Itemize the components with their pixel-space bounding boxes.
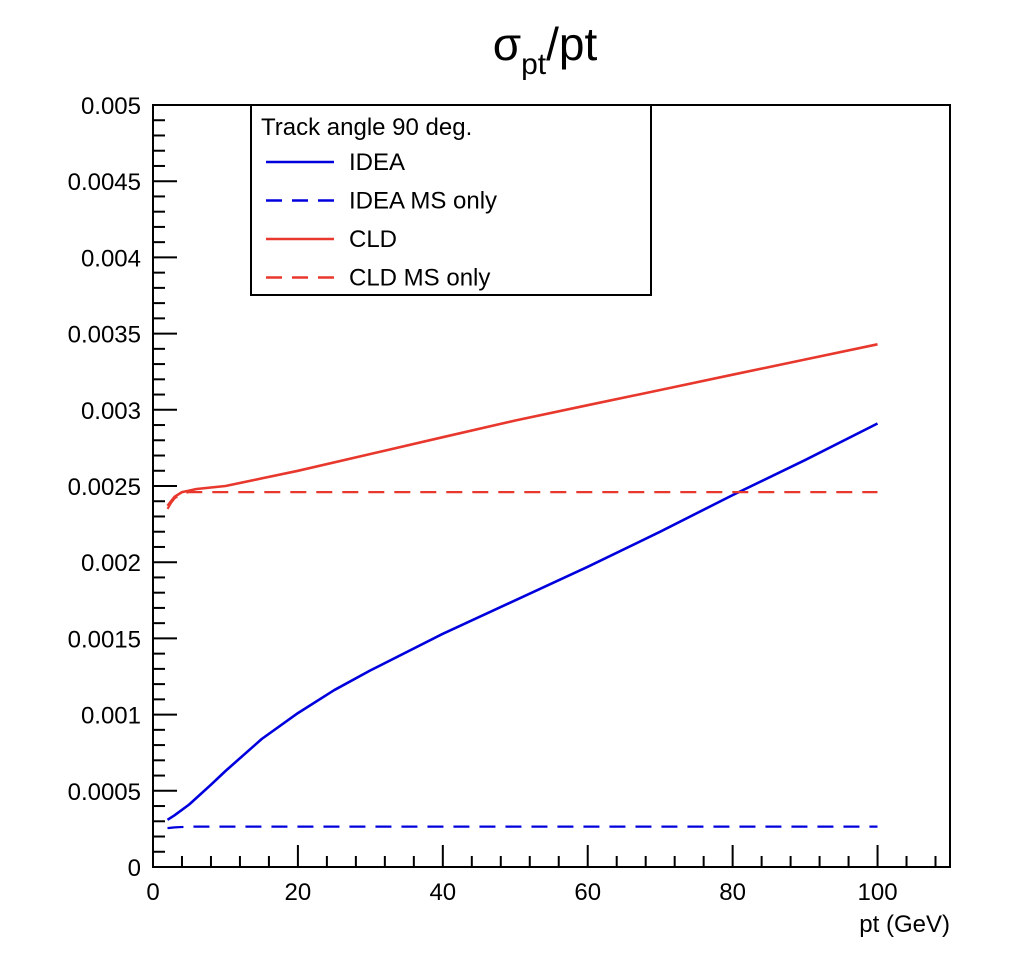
chart-title: σpt/pt bbox=[493, 18, 598, 81]
axis-ticks bbox=[152, 104, 937, 868]
series-layer bbox=[166, 343, 879, 830]
legend-label-cld: CLD bbox=[349, 226, 397, 253]
y-tick-label: 0.0035 bbox=[68, 322, 141, 349]
x-tick-label: 100 bbox=[858, 879, 898, 906]
legend-box bbox=[250, 104, 652, 296]
legend-label-cld-ms-only: CLD MS only bbox=[349, 265, 490, 292]
y-tick-label: 0.001 bbox=[81, 703, 141, 730]
y-tick-label: 0.0025 bbox=[68, 474, 141, 501]
y-tick-label: 0.005 bbox=[81, 93, 141, 120]
y-tick-label: 0.003 bbox=[81, 398, 141, 425]
series-line-idea-ms-only bbox=[167, 825, 878, 830]
y-tick-label: 0.002 bbox=[81, 550, 141, 577]
x-tick-label: 0 bbox=[146, 879, 159, 906]
y-tick-labels: 0 0.0005 0.001 0.0015 0.002 0.0025 0.003 0.0035… bbox=[68, 93, 141, 882]
x-tick-label: 20 bbox=[285, 879, 312, 906]
x-axis-label: pt (GeV) bbox=[859, 911, 950, 938]
legend-label-idea-ms-only: IDEA MS only bbox=[349, 188, 497, 215]
series-line-cld bbox=[166, 343, 878, 507]
series-line-idea bbox=[166, 422, 879, 821]
legend-header: Track angle 90 deg. bbox=[261, 114, 472, 141]
y-tick-label: 0.004 bbox=[81, 245, 141, 272]
title-sigma: σ bbox=[493, 18, 521, 70]
x-tick-label: 80 bbox=[719, 879, 746, 906]
y-tick-label: 0.0015 bbox=[68, 626, 141, 653]
x-tick-label: 60 bbox=[574, 879, 601, 906]
legend-label-idea: IDEA bbox=[349, 149, 405, 176]
legend: Track angle 90 deg. IDEA IDEA MS only CLD C… bbox=[250, 104, 652, 296]
title-subscript: pt bbox=[521, 48, 547, 81]
y-tick-label: 0.0045 bbox=[68, 169, 141, 196]
y-tick-label: 0.0005 bbox=[68, 779, 141, 806]
title-tail: /pt bbox=[546, 18, 597, 70]
x-tick-labels: 0 20 40 60 80 100 bbox=[146, 879, 897, 906]
x-tick-label: 40 bbox=[429, 879, 456, 906]
legend-entries: IDEA IDEA MS only CLD CLD MS only bbox=[266, 149, 497, 292]
series-line-cld-ms-only bbox=[166, 491, 878, 510]
y-tick-label: 0 bbox=[128, 855, 141, 882]
